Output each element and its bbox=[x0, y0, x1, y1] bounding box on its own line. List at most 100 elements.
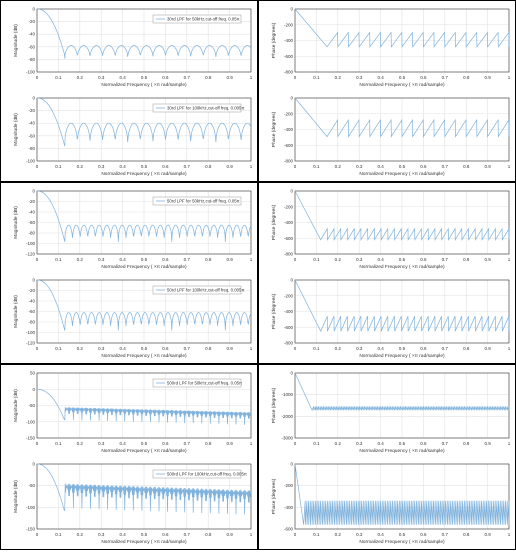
y-axis-label: Magnitude (dB) bbox=[13, 389, 19, 422]
phase-plot: 0 0.1 0.2 0.3 0.4 0.5 0.6 0.7 0.8 0.9 1 0 -200 -400 -6… bbox=[271, 96, 511, 178]
y-tick-label: -20 bbox=[28, 108, 35, 113]
x-tick-label: 1 bbox=[508, 257, 511, 262]
y-tick-label: 0 bbox=[290, 189, 293, 194]
y-axis-label: Phase (degrees) bbox=[271, 387, 277, 423]
y-tick-label: -400 bbox=[284, 127, 294, 132]
axes-box bbox=[36, 372, 252, 439]
phase-series-line bbox=[294, 190, 510, 242]
legend-box bbox=[152, 196, 242, 206]
y-axis-label: Magnitude (dB) bbox=[13, 24, 19, 57]
x-tick-label: 0.1 bbox=[313, 532, 320, 537]
x-tick-label: 0.8 bbox=[205, 75, 212, 80]
x-tick-label: 0.7 bbox=[442, 532, 449, 537]
phase-plot: 0 0.1 0.2 0.3 0.4 0.5 0.6 0.7 0.8 0.9 1 0 -200 -400 -6… bbox=[271, 189, 511, 271]
legend-box bbox=[152, 103, 242, 113]
x-tick-label: 0.5 bbox=[141, 257, 148, 262]
x-tick-label: 0.2 bbox=[335, 532, 342, 537]
y-tick-label: -40 bbox=[28, 32, 35, 37]
axes-box bbox=[294, 190, 510, 255]
x-tick-label: 0 bbox=[294, 346, 297, 351]
x-axis-label: Normalized Frequency ( ×π rad/sample) bbox=[101, 264, 187, 270]
x-tick-label: 0.3 bbox=[98, 257, 105, 262]
y-axis-label: Magnitude (dB) bbox=[13, 295, 19, 328]
x-tick-label: 0.8 bbox=[205, 532, 212, 537]
x-tick-label: 0.5 bbox=[141, 346, 148, 351]
x-tick-label: 0.6 bbox=[420, 346, 427, 351]
y-tick-label: -50 bbox=[28, 403, 35, 408]
y-tick-label: -100 bbox=[26, 505, 36, 510]
x-axis-label: Normalized Frequency ( ×π rad/sample) bbox=[101, 82, 187, 88]
y-tick-label: -600 bbox=[284, 236, 294, 241]
y-axis-label: Magnitude (dB) bbox=[13, 113, 19, 146]
figure-cell-1-1: 0 0.1 0.2 0.3 0.4 0.5 0.6 0.7 0.8 0.9 1 0 -20 -40 -60 -… bbox=[0, 0, 258, 182]
y-tick-label: 0 bbox=[32, 278, 35, 283]
y-tick-label: -400 bbox=[284, 505, 294, 510]
x-tick-label: 0.3 bbox=[356, 532, 363, 537]
x-tick-label: 0 bbox=[294, 532, 297, 537]
x-tick-label: 0.4 bbox=[119, 75, 126, 80]
cell-svg: 0 0.1 0.2 0.3 0.4 0.5 0.6 0.7 0.8 0.9 10-1000-2000… bbox=[271, 371, 511, 546]
y-tick-label: -100 bbox=[26, 159, 36, 164]
x-tick-label: 0.9 bbox=[226, 164, 233, 169]
x-tick-label: 0.1 bbox=[313, 75, 320, 80]
y-tick-label: -1000 bbox=[281, 392, 293, 397]
magnitude-series-line bbox=[37, 8, 252, 59]
y-tick-label: -400 bbox=[284, 38, 294, 43]
x-tick-label: 0.2 bbox=[77, 441, 84, 446]
y-tick-label: -50 bbox=[28, 483, 35, 488]
x-tick-label: 1 bbox=[508, 346, 511, 351]
legend-box bbox=[152, 285, 242, 295]
x-tick-label: 0.6 bbox=[162, 257, 169, 262]
x-axis-label: Normalized Frequency ( ×π rad/sample) bbox=[359, 353, 445, 359]
x-tick-label: 0.1 bbox=[55, 441, 62, 446]
x-tick-label: 0 bbox=[36, 164, 39, 169]
x-tick-label: 0.3 bbox=[98, 75, 105, 80]
x-tick-label: 0.9 bbox=[226, 75, 233, 80]
y-tick-label: -200 bbox=[284, 111, 294, 116]
x-tick-label: 0.2 bbox=[77, 164, 84, 169]
y-tick-label: -400 bbox=[284, 309, 294, 314]
y-tick-label: 0 bbox=[290, 96, 293, 101]
x-axis-label: Normalized Frequency ( ×π rad/sample) bbox=[359, 264, 445, 270]
x-tick-label: 0.2 bbox=[335, 257, 342, 262]
x-axis-label: Normalized Frequency ( ×π rad/sample) bbox=[359, 171, 445, 177]
cell-svg: 0 0.1 0.2 0.3 0.4 0.5 0.6 0.7 0.8 0.9 1 0 -200 -400 -6… bbox=[271, 189, 511, 360]
x-tick-label: 0.8 bbox=[463, 75, 470, 80]
x-tick-label: 0 bbox=[294, 164, 297, 169]
axes-box bbox=[294, 463, 510, 530]
y-tick-label: -3000 bbox=[281, 436, 293, 441]
axes-box bbox=[36, 463, 252, 530]
x-tick-label: 0.1 bbox=[55, 257, 62, 262]
y-tick-label: -600 bbox=[284, 143, 294, 148]
magnitude-plot: 0 0.1 0.2 0.3 0.4 0.5 0.6 0.7 0.8 0.9 1 0 -50 -100 -15… bbox=[13, 462, 253, 546]
y-tick-label: -40 bbox=[28, 121, 35, 126]
x-tick-label: 0.5 bbox=[399, 532, 406, 537]
phase-plot: 0 0.1 0.2 0.3 0.4 0.5 0.6 0.7 0.8 0.9 1 0 -200 -400 -6… bbox=[271, 278, 511, 360]
x-tick-label: 0.4 bbox=[377, 75, 384, 80]
y-tick-label: -20 bbox=[28, 288, 35, 293]
x-tick-label: 0.9 bbox=[484, 532, 491, 537]
x-tick-label: 0.9 bbox=[226, 532, 233, 537]
x-tick-label: 0.2 bbox=[77, 346, 84, 351]
cell-svg: 0 0.1 0.2 0.3 0.4 0.5 0.6 0.7 0.8 0.9 1 0 -20 -40 -60 -… bbox=[13, 189, 253, 360]
x-tick-label: 0.5 bbox=[399, 441, 406, 446]
x-tick-label: 0.4 bbox=[377, 164, 384, 169]
x-tick-label: 0.6 bbox=[420, 75, 427, 80]
legend-label: 500rd LPF for 50kHz,cut-off freq. 0.05π bbox=[167, 381, 242, 386]
figure-cell-3-1: 0 0.1 0.2 0.3 0.4 0.5 0.6 0.7 0.8 0.9 1 50 0 -50 -100 -… bbox=[0, 364, 258, 550]
x-tick-label: 0.1 bbox=[313, 164, 320, 169]
y-axis-label: Phase (degrees) bbox=[271, 204, 277, 240]
magnitude-series-line bbox=[37, 97, 252, 147]
y-tick-label: 0 bbox=[290, 462, 293, 467]
x-tick-label: 0.4 bbox=[377, 257, 384, 262]
x-tick-label: 0.6 bbox=[162, 441, 169, 446]
x-tick-label: 0.7 bbox=[442, 257, 449, 262]
y-tick-label: -200 bbox=[284, 204, 294, 209]
y-tick-label: -150 bbox=[26, 436, 36, 441]
x-tick-label: 0.3 bbox=[356, 441, 363, 446]
phase-series-line bbox=[294, 463, 510, 525]
x-tick-label: 0.7 bbox=[184, 346, 191, 351]
magnitude-plot: 0 0.1 0.2 0.3 0.4 0.5 0.6 0.7 0.8 0.9 1 0 -20 -40 -60 -… bbox=[13, 278, 253, 360]
cell-svg: 0 0.1 0.2 0.3 0.4 0.5 0.6 0.7 0.8 0.9 1 0 -200 -400 -6… bbox=[271, 7, 511, 178]
x-tick-label: 0 bbox=[36, 441, 39, 446]
